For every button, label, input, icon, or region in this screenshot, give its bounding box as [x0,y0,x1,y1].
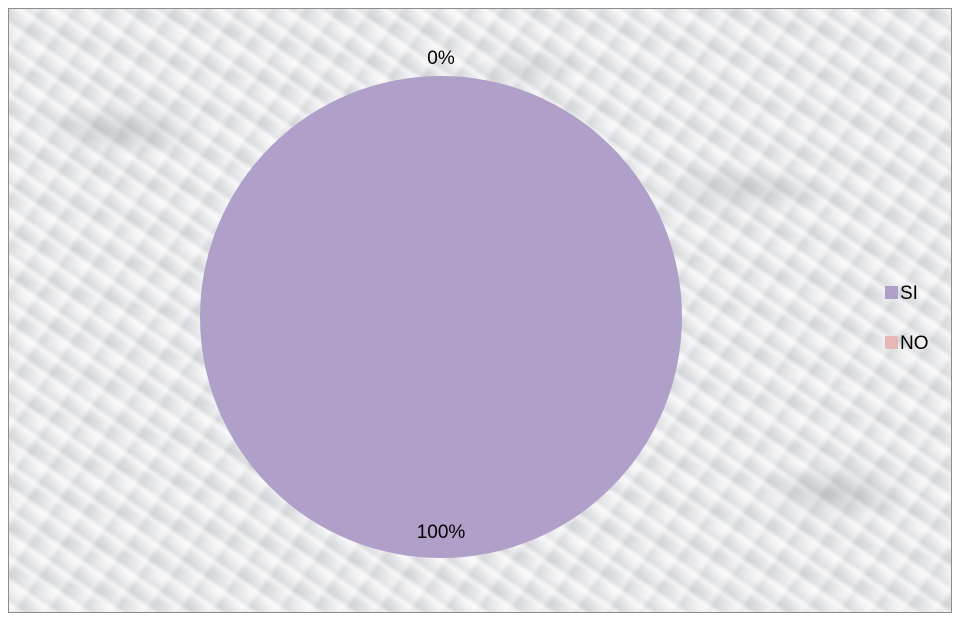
chart-area: 100% 0% SI NO [8,8,952,613]
legend-label-no: NO [900,333,929,354]
pie-slice-si [200,76,682,558]
legend-label-si: SI [900,283,918,304]
legend-swatch-si [885,286,898,299]
data-label-si: 100% [417,522,466,543]
pie-chart: 100% 0% SI NO [200,48,929,558]
data-label-no: 0% [427,48,455,69]
legend-swatch-no [885,336,898,349]
